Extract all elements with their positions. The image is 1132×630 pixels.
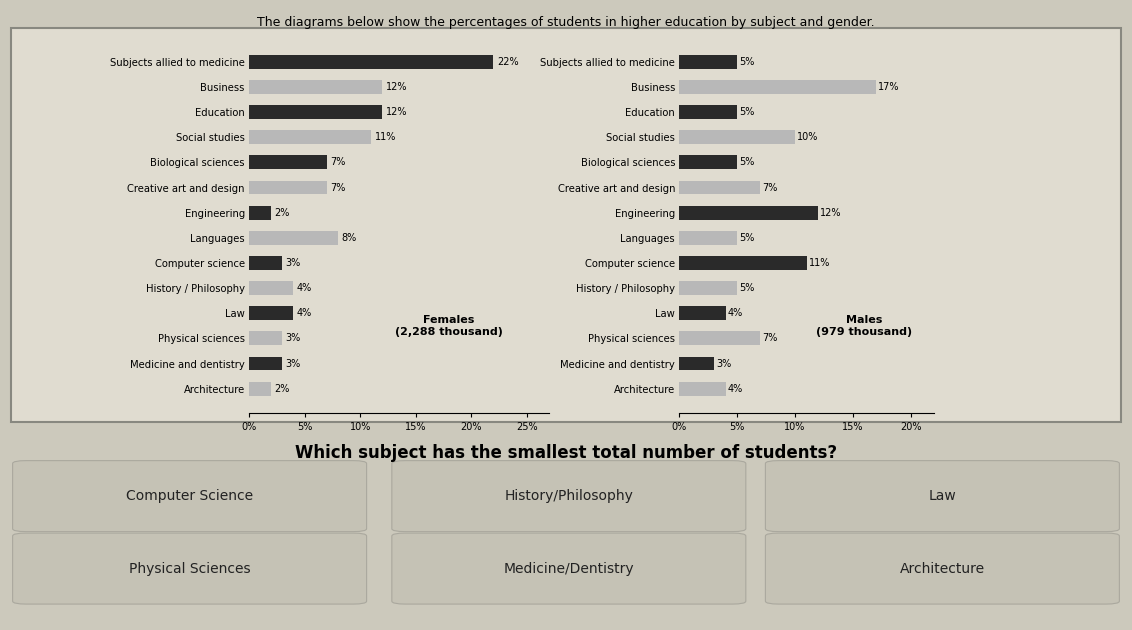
Bar bbox=[679, 382, 726, 396]
Text: 12%: 12% bbox=[386, 107, 408, 117]
Text: 5%: 5% bbox=[739, 57, 755, 67]
Text: 11%: 11% bbox=[809, 258, 830, 268]
Text: 3%: 3% bbox=[285, 358, 301, 369]
FancyBboxPatch shape bbox=[392, 533, 746, 604]
Bar bbox=[679, 55, 737, 69]
Bar bbox=[249, 281, 293, 295]
Bar bbox=[679, 256, 806, 270]
Text: 12%: 12% bbox=[386, 82, 408, 92]
Text: 4%: 4% bbox=[297, 308, 312, 318]
FancyBboxPatch shape bbox=[392, 461, 746, 532]
Bar bbox=[679, 130, 795, 144]
Text: 3%: 3% bbox=[717, 358, 731, 369]
Bar bbox=[679, 80, 876, 94]
Text: 5%: 5% bbox=[739, 158, 755, 168]
Bar bbox=[679, 231, 737, 244]
Text: 7%: 7% bbox=[763, 183, 778, 193]
Bar bbox=[679, 156, 737, 169]
Text: Law: Law bbox=[928, 489, 957, 503]
Bar bbox=[679, 331, 761, 345]
Bar bbox=[249, 55, 494, 69]
Bar bbox=[249, 306, 293, 320]
Text: 3%: 3% bbox=[285, 258, 301, 268]
FancyBboxPatch shape bbox=[765, 533, 1120, 604]
Text: 5%: 5% bbox=[739, 107, 755, 117]
Bar bbox=[249, 206, 272, 220]
Bar bbox=[679, 306, 726, 320]
Text: 12%: 12% bbox=[821, 208, 842, 217]
Bar bbox=[249, 357, 282, 370]
Text: The diagrams below show the percentages of students in higher education by subje: The diagrams below show the percentages … bbox=[257, 16, 875, 29]
Text: 4%: 4% bbox=[728, 384, 743, 394]
Bar bbox=[679, 181, 761, 195]
FancyBboxPatch shape bbox=[12, 461, 367, 532]
Text: 11%: 11% bbox=[375, 132, 396, 142]
Bar bbox=[679, 206, 818, 220]
Text: 17%: 17% bbox=[878, 82, 900, 92]
Text: Architecture: Architecture bbox=[900, 561, 985, 576]
Text: 5%: 5% bbox=[739, 283, 755, 293]
Text: 3%: 3% bbox=[285, 333, 301, 343]
Text: 7%: 7% bbox=[331, 183, 345, 193]
Bar bbox=[249, 80, 383, 94]
Text: 8%: 8% bbox=[341, 233, 357, 243]
Text: Males
(979 thousand): Males (979 thousand) bbox=[816, 315, 912, 336]
Text: 5%: 5% bbox=[739, 233, 755, 243]
Text: History/Philosophy: History/Philosophy bbox=[505, 489, 633, 503]
Bar bbox=[249, 256, 282, 270]
Bar bbox=[249, 231, 338, 244]
Bar bbox=[249, 382, 272, 396]
Text: 4%: 4% bbox=[297, 283, 312, 293]
Text: 2%: 2% bbox=[275, 208, 290, 217]
Text: Females
(2,288 thousand): Females (2,288 thousand) bbox=[395, 315, 503, 336]
Text: Physical Sciences: Physical Sciences bbox=[129, 561, 250, 576]
FancyBboxPatch shape bbox=[12, 533, 367, 604]
Bar bbox=[679, 281, 737, 295]
Text: 2%: 2% bbox=[275, 384, 290, 394]
Bar bbox=[249, 181, 327, 195]
Bar bbox=[249, 130, 371, 144]
Bar bbox=[679, 357, 714, 370]
Bar bbox=[679, 105, 737, 119]
Text: 7%: 7% bbox=[331, 158, 345, 168]
Text: 4%: 4% bbox=[728, 308, 743, 318]
Text: 22%: 22% bbox=[497, 57, 518, 67]
Text: Computer Science: Computer Science bbox=[126, 489, 254, 503]
Bar bbox=[249, 331, 282, 345]
Bar bbox=[249, 156, 327, 169]
Text: 7%: 7% bbox=[763, 333, 778, 343]
Text: Which subject has the smallest total number of students?: Which subject has the smallest total num… bbox=[295, 444, 837, 462]
FancyBboxPatch shape bbox=[765, 461, 1120, 532]
Text: 10%: 10% bbox=[797, 132, 818, 142]
Text: Medicine/Dentistry: Medicine/Dentistry bbox=[504, 561, 634, 576]
Bar bbox=[249, 105, 383, 119]
